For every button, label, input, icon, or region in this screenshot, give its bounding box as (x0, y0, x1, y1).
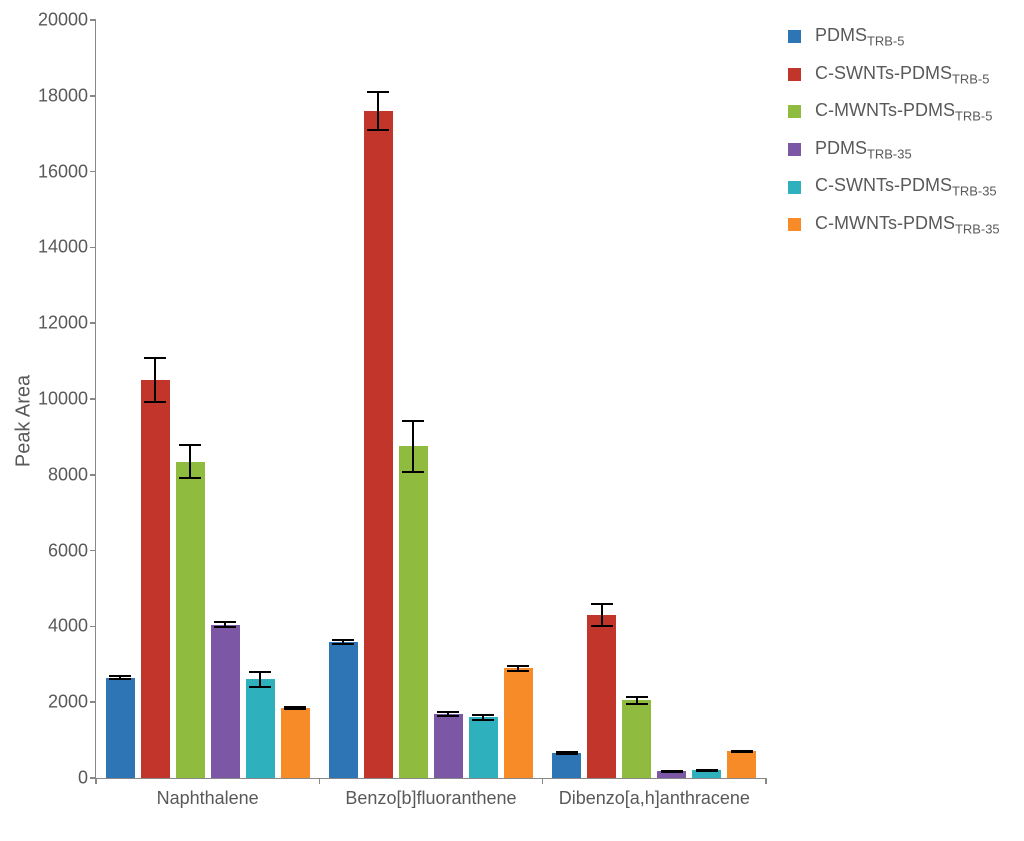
legend-swatch (788, 68, 801, 81)
legend-item: C-MWNTs-PDMSTRB-5 (788, 100, 1000, 124)
x-category-label: Benzo[b]fluoranthene (345, 788, 516, 809)
bar (364, 111, 393, 778)
legend-label: C-SWNTs-PDMSTRB-5 (815, 63, 989, 87)
y-tick-label: 18000 (28, 85, 96, 106)
bar (692, 770, 721, 778)
plot-area: 0200040006000800010000120001400016000180… (95, 20, 766, 779)
legend-item: PDMSTRB-5 (788, 25, 1000, 49)
legend-label: C-SWNTs-PDMSTRB-35 (815, 175, 997, 199)
legend-label: C-MWNTs-PDMSTRB-35 (815, 213, 1000, 237)
bar (434, 714, 463, 778)
y-tick-label: 12000 (28, 313, 96, 334)
bar (622, 700, 651, 778)
x-tick-mark (542, 778, 544, 784)
y-tick-label: 10000 (28, 389, 96, 410)
bar (399, 446, 428, 778)
bar (504, 668, 533, 778)
legend-swatch (788, 30, 801, 43)
legend: PDMSTRB-5 C-SWNTs-PDMSTRB-5 C-MWNTs-PDMSTR… (788, 25, 1000, 251)
legend-label: C-MWNTs-PDMSTRB-5 (815, 100, 992, 124)
bar-chart: Peak Area 020004000600080001000012000140… (0, 0, 1024, 841)
bar-group: Naphthalene (96, 20, 319, 778)
x-category-label: Dibenzo[a,h]anthracene (559, 788, 750, 809)
y-tick-label: 8000 (28, 464, 96, 485)
legend-item: C-SWNTs-PDMSTRB-5 (788, 63, 1000, 87)
legend-label: PDMSTRB-35 (815, 138, 912, 162)
bar (246, 679, 275, 778)
bar (727, 751, 756, 778)
bar (106, 678, 135, 778)
bar-group: Dibenzo[a,h]anthracene (543, 20, 766, 778)
legend-item: PDMSTRB-35 (788, 138, 1000, 162)
y-tick-label: 16000 (28, 161, 96, 182)
y-tick-label: 4000 (28, 616, 96, 637)
legend-label: PDMSTRB-5 (815, 25, 904, 49)
legend-swatch (788, 105, 801, 118)
y-tick-label: 2000 (28, 692, 96, 713)
y-tick-label: 6000 (28, 540, 96, 561)
bar (657, 771, 686, 778)
legend-swatch (788, 181, 801, 194)
bar (469, 717, 498, 778)
x-category-label: Naphthalene (157, 788, 259, 809)
legend-swatch (788, 218, 801, 231)
bar (176, 462, 205, 778)
legend-item: C-SWNTs-PDMSTRB-35 (788, 175, 1000, 199)
y-tick-label: 14000 (28, 237, 96, 258)
y-tick-label: 0 (28, 768, 96, 789)
bar (141, 380, 170, 778)
bar-group: Benzo[b]fluoranthene (319, 20, 542, 778)
x-tick-mark (765, 778, 767, 784)
bar (281, 708, 310, 778)
legend-item: C-MWNTs-PDMSTRB-35 (788, 213, 1000, 237)
bar (329, 642, 358, 778)
y-tick-label: 20000 (28, 10, 96, 31)
x-tick-mark (319, 778, 321, 784)
bar (211, 625, 240, 778)
bar (587, 615, 616, 778)
bar (552, 753, 581, 778)
x-tick-mark (95, 778, 97, 784)
legend-swatch (788, 143, 801, 156)
